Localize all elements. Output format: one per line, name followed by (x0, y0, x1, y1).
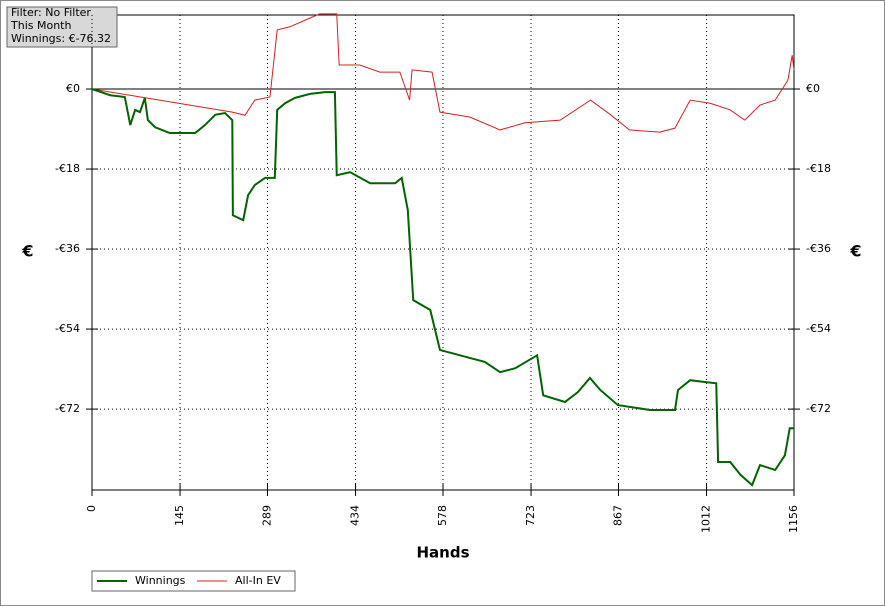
y-tick-label: -€72 (55, 402, 80, 415)
x-tick-label: 434 (349, 505, 362, 526)
x-tick-label: 578 (436, 505, 449, 526)
x-tick-label: 723 (524, 505, 537, 526)
info-line: This Month (10, 19, 71, 32)
info-line: Winnings: €-76.32 (11, 32, 111, 45)
series-line (91, 88, 794, 487)
x-tick-label: 145 (173, 505, 186, 526)
x-tick-label: 867 (612, 505, 625, 526)
y2-tick-label: -€54 (806, 322, 831, 335)
y2-tick-label: -€36 (806, 242, 831, 255)
legend-label: Winnings (135, 574, 186, 587)
series-line (91, 13, 795, 133)
x-tick-label: 0 (85, 505, 98, 512)
y-tick-label: €0 (66, 82, 80, 95)
info-box-bg (6, 6, 118, 48)
y2-axis-label: € (849, 242, 861, 261)
y-tick-label: -€54 (55, 322, 80, 335)
y2-tick-label: -€18 (806, 162, 831, 175)
y-tick-label: -€36 (55, 242, 80, 255)
legend (91, 570, 296, 592)
info-line: Filter: No Filter (11, 6, 91, 19)
info-box: Filter: No Filter This Month Winnings: €… (6, 6, 118, 48)
x-axis-label: Hands (416, 544, 469, 562)
x-tick-label: 1012 (700, 505, 713, 533)
x-tick-label: 1156 (787, 505, 800, 533)
y2-tick-label: -€72 (806, 402, 831, 415)
y-axis-label: € (21, 242, 33, 261)
legend-label: All-In EV (235, 574, 281, 587)
x-tick-label: 289 (261, 505, 274, 526)
y2-tick-label: €0 (806, 82, 820, 95)
y-tick-label: -€18 (55, 162, 80, 175)
